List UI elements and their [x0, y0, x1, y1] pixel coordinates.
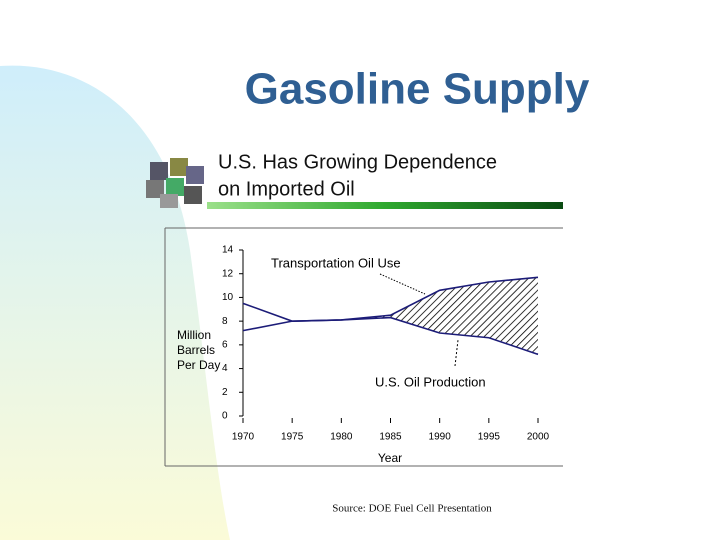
x-tick-label: 1990 [429, 432, 452, 443]
y-tick-label: 12 [222, 268, 234, 279]
series-label: Transportation Oil Use [271, 255, 401, 270]
series-label: U.S. Oil Production [375, 374, 486, 389]
source-note: Source: DOE Fuel Cell Presentation [332, 503, 492, 515]
x-tick-label: 2000 [527, 432, 550, 443]
y-axis-label: Per Day [177, 358, 220, 372]
x-tick-label: 1975 [281, 432, 304, 443]
background-shape [0, 65, 230, 540]
y-tick-label: 10 [222, 292, 234, 303]
gap-area [292, 277, 538, 355]
title-bar [207, 202, 563, 209]
x-axis-label: Year [378, 451, 402, 465]
leader-line [454, 339, 459, 367]
x-tick-label: 1985 [379, 432, 402, 443]
chart-title: on Imported Oil [218, 178, 355, 200]
chart-title: U.S. Has Growing Dependence [218, 151, 497, 173]
series-line [242, 302, 539, 356]
y-axis-label: Million [177, 328, 211, 342]
y-tick-label: 2 [222, 387, 228, 398]
y-tick-label: 6 [222, 339, 228, 350]
y-tick-label: 14 [222, 245, 234, 256]
x-tick-label: 1980 [330, 432, 353, 443]
x-tick-label: 1970 [232, 432, 255, 443]
logo [146, 158, 204, 208]
leader-line [379, 273, 426, 295]
y-axis-label: Barrels [177, 343, 215, 357]
y-tick-label: 0 [222, 411, 228, 422]
y-tick-label: 8 [222, 316, 228, 327]
slide-title: Gasoline Supply [245, 65, 590, 114]
y-tick-label: 4 [222, 363, 228, 374]
x-tick-label: 1995 [478, 432, 501, 443]
